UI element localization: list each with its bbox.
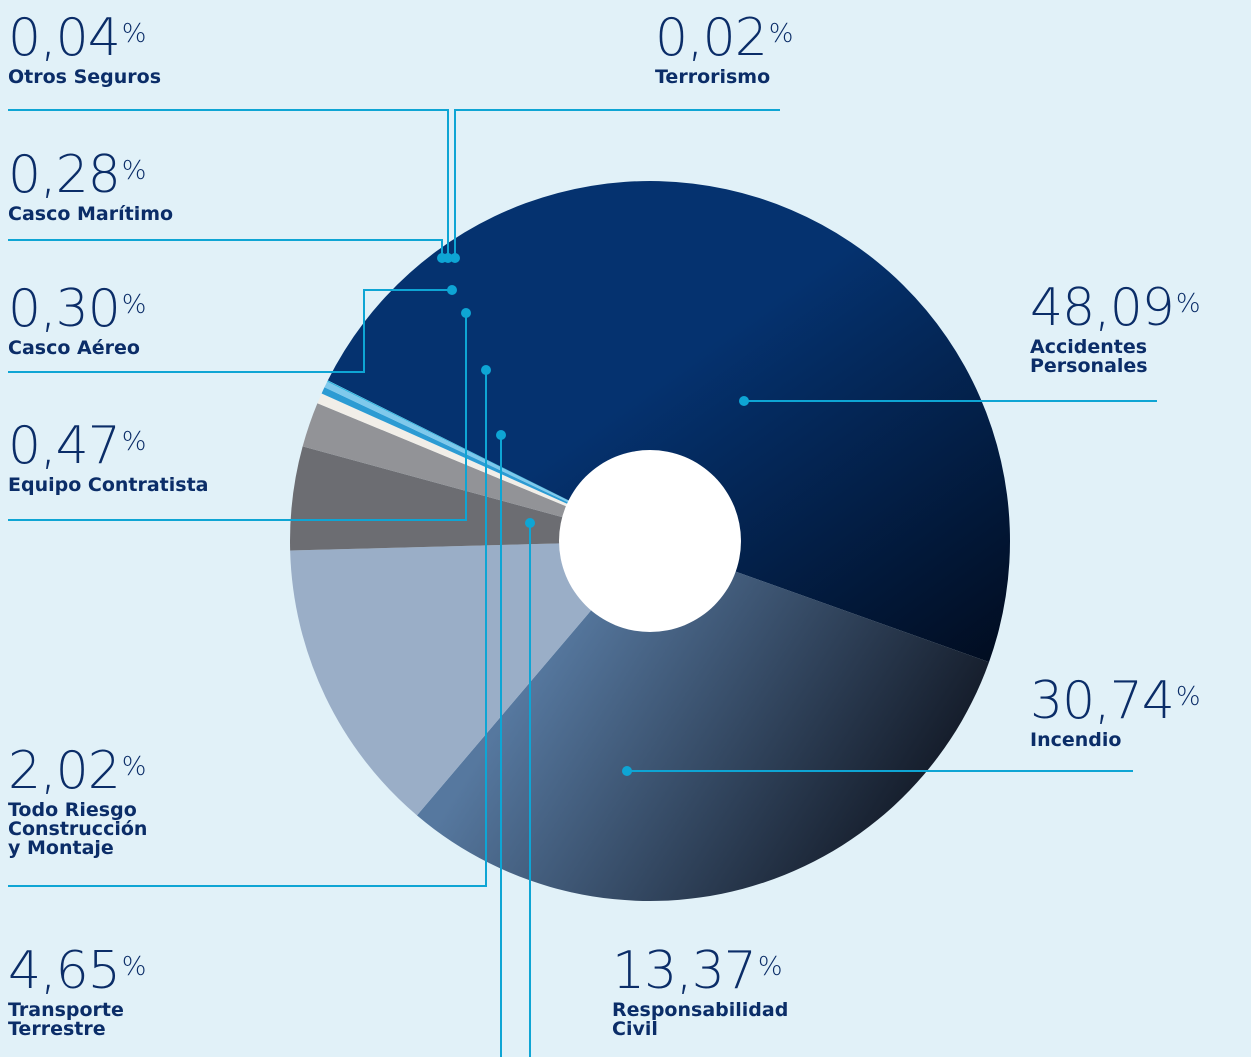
label-casco-aereo: 0,30% Casco Aéreo xyxy=(8,283,146,358)
percent-sign: % xyxy=(1175,682,1201,712)
category-name: Todo Riesgo Construcción y Montaje xyxy=(8,799,148,859)
leader-dot-todo-riesgo-construccion-y-montaje xyxy=(481,365,491,375)
value-responsabilidad-civil: 13,37% xyxy=(612,945,788,997)
category-name: Casco Aéreo xyxy=(8,337,140,359)
label-todo-riesgo-construccion-y-montaje: 2,02% Todo Riesgo Construcción y Montaje xyxy=(8,745,147,858)
percent-sign: % xyxy=(121,752,147,782)
value-todo-riesgo-construccion-y-montaje: 2,02% xyxy=(8,745,147,797)
percent-sign: % xyxy=(121,952,147,982)
value-number: 48,09 xyxy=(1030,278,1175,338)
value-accidentes-personales: 48,09% xyxy=(1030,282,1201,334)
leader-dot-equipo-contratista xyxy=(461,308,471,318)
category-name: Incendio xyxy=(1030,729,1122,751)
leader-line-todo-riesgo-construccion-y-montaje xyxy=(8,370,487,887)
slice-accidentes-personales xyxy=(327,181,1010,663)
label-accidentes-personales: 48,09% Accidentes Personales xyxy=(1030,282,1201,377)
leader-dot-incendio xyxy=(622,766,632,776)
value-otros-seguros: 0,04% xyxy=(8,12,161,64)
percent-sign: % xyxy=(1175,289,1201,319)
leader-line-terrorismo xyxy=(454,109,780,258)
value-number: 0,02 xyxy=(655,8,768,68)
donut-hole xyxy=(559,450,741,632)
label-terrorismo: 0,02% Terrorismo xyxy=(655,12,793,87)
leader-dot-terrorismo xyxy=(450,253,460,263)
leader-line-equipo-contratista xyxy=(8,313,467,521)
category-name: Transporte Terrestre xyxy=(8,999,124,1040)
value-terrorismo: 0,02% xyxy=(655,12,793,64)
value-number: 0,28 xyxy=(8,145,121,205)
percent-sign: % xyxy=(121,156,147,186)
category-name: Accidentes Personales xyxy=(1030,336,1148,377)
category-name: Casco Marítimo xyxy=(8,203,174,225)
percent-sign: % xyxy=(121,19,147,49)
label-incendio: 30,74% Incendio xyxy=(1030,675,1201,751)
label-equipo-contratista: 0,47% Equipo Contratista xyxy=(8,420,209,495)
percent-sign: % xyxy=(121,427,147,457)
value-equipo-contratista: 0,47% xyxy=(8,420,209,472)
category-name: Otros Seguros xyxy=(8,66,162,88)
slice-incendio xyxy=(416,541,990,902)
label-responsabilidad-civil: 13,37% Responsabilidad Civil xyxy=(612,945,788,1039)
percent-sign: % xyxy=(121,290,147,320)
category-name: Responsabilidad Civil xyxy=(612,999,789,1040)
category-name: Equipo Contratista xyxy=(8,474,209,496)
slice-todo-riesgo-construccion-y-montaje xyxy=(302,403,650,541)
label-casco-maritimo: 0,28% Casco Marítimo xyxy=(8,149,173,224)
value-number: 2,02 xyxy=(8,741,121,801)
leader-dot-accidentes-personales xyxy=(739,396,749,406)
value-transporte-terrestre: 4,65% xyxy=(8,945,146,997)
category-name: Terrorismo xyxy=(655,66,771,88)
value-incendio: 30,74% xyxy=(1030,675,1201,727)
label-otros-seguros: 0,04% Otros Seguros xyxy=(8,12,161,87)
leader-dot-transporte-terrestre xyxy=(496,430,506,440)
value-number: 4,65 xyxy=(8,941,121,1001)
leader-dot-otros-seguros xyxy=(443,253,453,263)
leader-line-casco-aereo xyxy=(8,289,452,373)
leader-dot-responsabilidad-civil xyxy=(525,518,535,528)
value-casco-maritimo: 0,28% xyxy=(8,149,173,201)
leader-line-casco-maritimo xyxy=(8,239,443,258)
percent-sign: % xyxy=(757,952,783,982)
value-number: 30,74 xyxy=(1030,671,1175,731)
value-number: 0,04 xyxy=(8,8,121,68)
slice-transporte-terrestre xyxy=(290,446,650,551)
value-number: 0,30 xyxy=(8,279,121,339)
value-number: 13,37 xyxy=(612,941,757,1001)
label-transporte-terrestre: 4,65% Transporte Terrestre xyxy=(8,945,146,1039)
percent-sign: % xyxy=(768,19,794,49)
value-casco-aereo: 0,30% xyxy=(8,283,146,335)
leader-line-otros-seguros xyxy=(8,109,449,258)
slice-responsabilidad-civil xyxy=(290,541,650,816)
value-number: 0,47 xyxy=(8,416,121,476)
leader-dot-casco-aereo xyxy=(447,285,457,295)
